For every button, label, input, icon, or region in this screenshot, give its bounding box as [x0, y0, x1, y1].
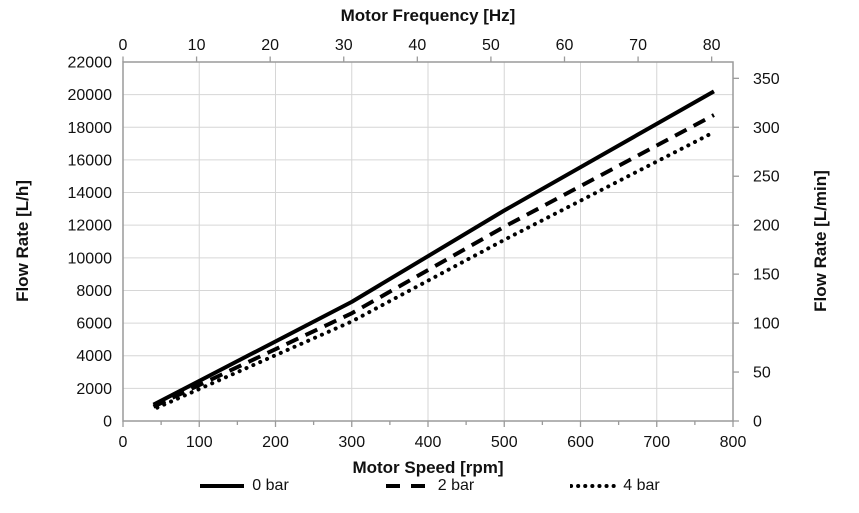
left-tick-label: 0 — [103, 414, 112, 431]
legend-label-4bar: 4 bar — [623, 477, 660, 494]
left-tick-label: 2000 — [76, 381, 112, 398]
right-tick-label: 250 — [753, 169, 780, 186]
left-axis-title: Flow Rate [L/h] — [13, 180, 32, 302]
gridlines — [123, 62, 733, 421]
top-axis-title: Motor Frequency [Hz] — [340, 6, 516, 25]
top-tick-label: 70 — [629, 37, 647, 54]
left-tick-label: 20000 — [68, 87, 113, 104]
bottom-tick-label: 400 — [415, 434, 442, 451]
left-tick-label: 10000 — [68, 250, 113, 267]
top-tick-label: 50 — [482, 37, 500, 54]
right-axis-title: Flow Rate [L/min] — [811, 170, 830, 312]
top-tick-label: 60 — [556, 37, 574, 54]
top-tick-label: 0 — [119, 37, 128, 54]
series-line-2-bar — [152, 113, 715, 409]
bottom-tick-label: 500 — [491, 434, 518, 451]
top-tick-label: 40 — [408, 37, 426, 54]
bottom-tick-label: 700 — [643, 434, 670, 451]
left-tick-label: 16000 — [68, 152, 113, 169]
bottom-tick-label: 200 — [262, 434, 289, 451]
series-line-0-bar — [152, 89, 715, 407]
bottom-tick-label: 300 — [338, 434, 365, 451]
solid-line-swatch-icon — [200, 484, 245, 488]
left-tick-label: 4000 — [76, 348, 112, 365]
series-line-4-bar — [155, 130, 716, 410]
legend-label-2bar: 2 bar — [437, 477, 475, 494]
legend: 0 bar 2 bar 4 bar — [0, 477, 859, 495]
legend-item-2bar: 2 bar — [385, 477, 474, 495]
right-tick-label: 200 — [753, 218, 780, 235]
axis-ticks — [122, 56, 739, 427]
right-tick-label: 100 — [753, 316, 780, 333]
left-tick-label: 14000 — [68, 185, 113, 202]
bottom-tick-label: 100 — [186, 434, 213, 451]
left-tick-label: 22000 — [68, 55, 113, 72]
bottom-tick-label: 0 — [119, 434, 128, 451]
legend-item-0bar: 0 bar — [199, 477, 289, 495]
left-tick-label: 12000 — [68, 218, 113, 235]
right-tick-label: 150 — [753, 267, 780, 284]
bottom-tick-label: 600 — [567, 434, 594, 451]
right-tick-label: 50 — [753, 365, 771, 382]
left-tick-label: 18000 — [68, 120, 113, 137]
right-tick-label: 0 — [753, 414, 762, 431]
left-tick-label: 6000 — [76, 316, 112, 333]
right-tick-label: 300 — [753, 120, 780, 137]
dotted-line-swatch-icon — [570, 484, 617, 488]
tick-labels: 0 10 20 30 40 50 60 70 800 100 200 300 400 500 600 700 8… — [68, 37, 780, 451]
dashed-line-swatch-icon — [385, 484, 430, 488]
top-tick-label: 30 — [335, 37, 353, 54]
top-tick-label: 10 — [188, 37, 206, 54]
top-tick-label: 20 — [261, 37, 279, 54]
bottom-tick-label: 800 — [720, 434, 747, 451]
top-tick-label: 80 — [703, 37, 721, 54]
legend-item-4bar: 4 bar — [570, 477, 660, 495]
left-tick-label: 8000 — [76, 283, 112, 300]
right-tick-label: 350 — [753, 71, 780, 88]
bottom-axis-title: Motor Speed [rpm] — [352, 458, 504, 477]
legend-label-0bar: 0 bar — [252, 477, 289, 494]
